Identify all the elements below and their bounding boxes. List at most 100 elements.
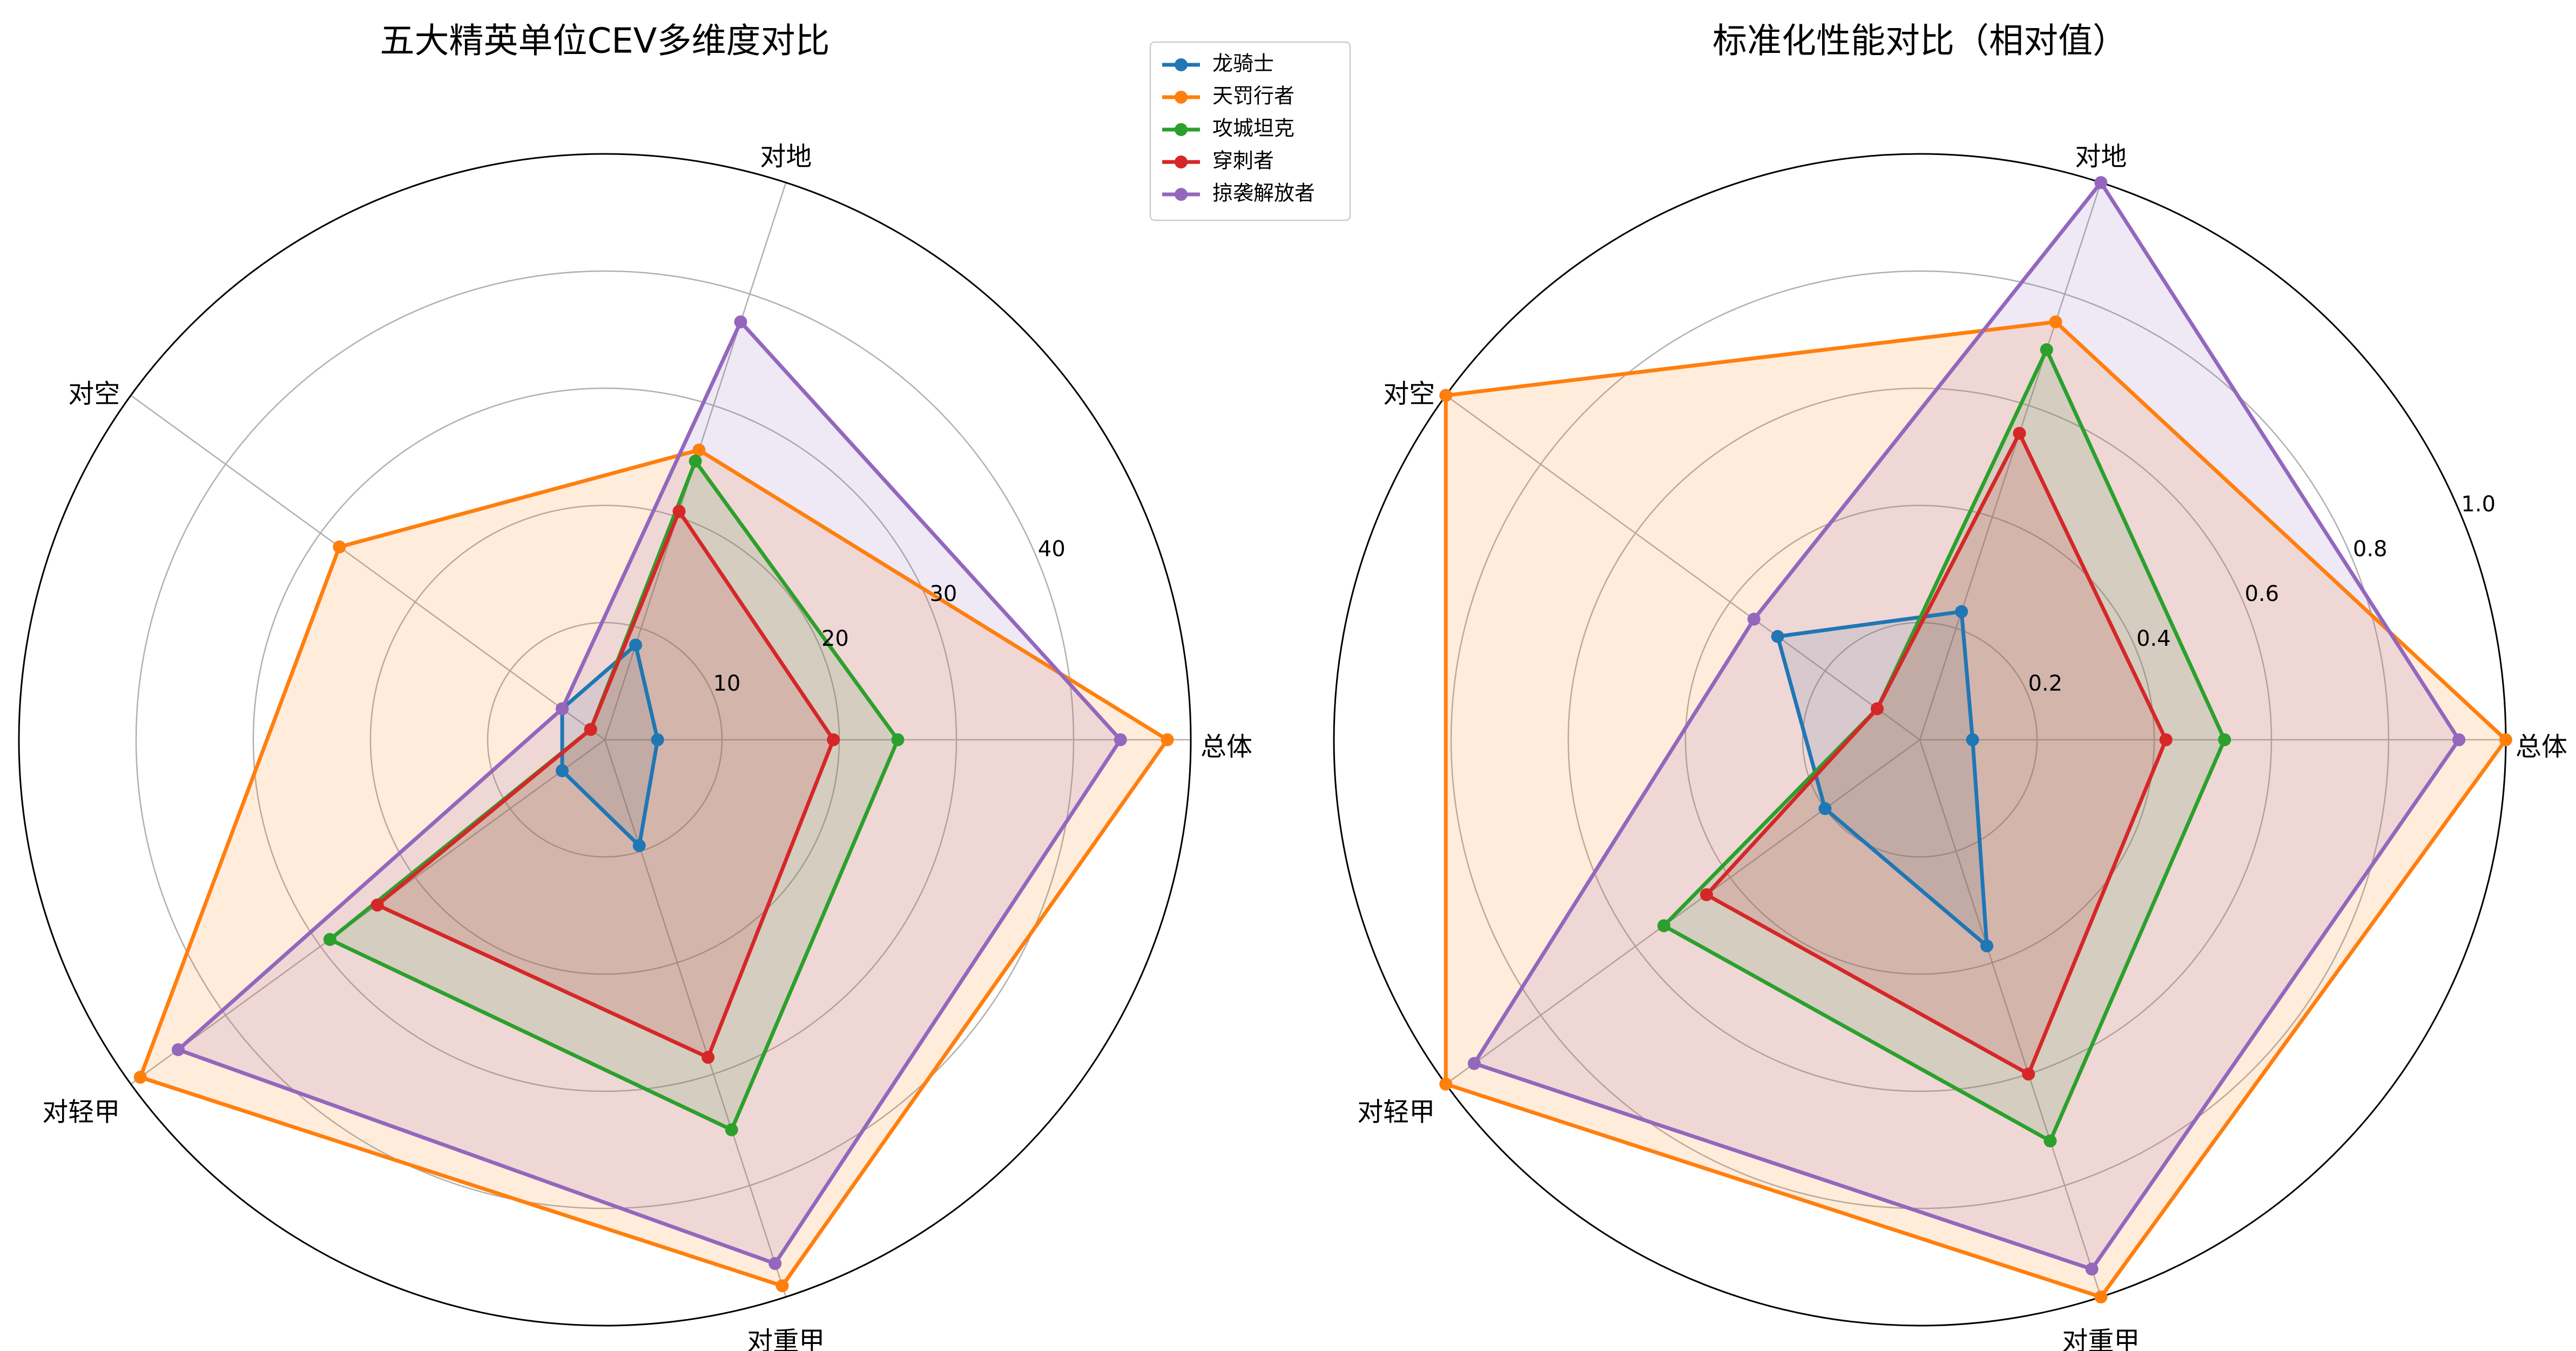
data-point (323, 933, 336, 946)
data-point (370, 899, 384, 912)
spoke-line (130, 739, 605, 1085)
data-point (891, 733, 905, 746)
legend-item: 攻城坦克 (1162, 117, 1294, 140)
legend-label: 掠袭解放者 (1212, 181, 1315, 205)
radial-tick-label: 0.2 (2028, 671, 2062, 696)
data-point (629, 638, 642, 652)
series-line (1704, 431, 2168, 1076)
series-fill (1707, 433, 2166, 1075)
data-point (1966, 733, 1979, 746)
chart-title: 五大精英单位CEV多维度对比 (380, 22, 830, 62)
category-label: 总体 (2516, 732, 2567, 762)
data-point (689, 455, 702, 468)
data-point (1980, 939, 1994, 953)
data-point (555, 764, 569, 778)
radial-tick-label: 30 (929, 582, 957, 606)
data-point (827, 733, 840, 746)
data-point (1657, 919, 1670, 933)
data-point (1771, 630, 1784, 643)
legend-marker (1175, 156, 1188, 168)
series-line (138, 448, 1170, 1288)
data-point (632, 839, 646, 853)
chart-title: 标准化性能对比（相对值） (1712, 22, 2127, 62)
radial-tick-label: 0.8 (2353, 537, 2388, 562)
data-point (333, 540, 346, 553)
radial-tick-label: 0.6 (2244, 582, 2279, 606)
legend-label: 天罚行者 (1212, 84, 1294, 108)
category-label: 对轻甲 (42, 1097, 120, 1127)
data-point (2094, 1290, 2108, 1303)
data-point (2159, 733, 2173, 746)
radial-tick-label: 40 (1038, 537, 1066, 562)
series-fill (1777, 611, 1987, 946)
category-label: 总体 (1201, 732, 1252, 762)
data-point (1161, 733, 1174, 746)
data-point (734, 315, 747, 329)
series-fill (377, 511, 834, 1058)
series-lines (1439, 176, 2512, 1303)
legend-marker (1175, 123, 1188, 136)
category-label: 对轻甲 (1357, 1097, 1435, 1127)
data-point (776, 1279, 789, 1293)
legend-item: 穿刺者 (1162, 149, 1274, 173)
category-label: 对重甲 (747, 1326, 825, 1351)
data-point (2218, 733, 2231, 746)
category-label: 对空 (1383, 379, 1435, 409)
series-line (560, 643, 660, 848)
spoke-line (604, 739, 787, 1298)
legend-item: 掠袭解放者 (1162, 181, 1315, 205)
data-point (692, 443, 706, 457)
data-point (651, 733, 664, 746)
legend-frame (1149, 41, 1351, 221)
legend-label: 穿刺者 (1212, 149, 1274, 173)
legend-marker (1175, 188, 1188, 201)
spoke-line (1919, 182, 2102, 740)
legend-marker (1175, 91, 1188, 104)
data-point (672, 504, 686, 518)
data-point (1467, 1057, 1481, 1070)
series-line (1472, 180, 2461, 1271)
data-point (1747, 612, 1761, 626)
series-line (1444, 320, 2508, 1299)
series-fill (1474, 183, 2459, 1269)
data-point (1818, 802, 1832, 815)
legend-item: 天罚行者 (1162, 84, 1294, 108)
radial-tick-label: 10 (713, 671, 740, 696)
legend-item: 龙骑士 (1162, 52, 1274, 76)
data-point (2044, 1134, 2057, 1147)
data-point (1955, 605, 1968, 618)
spoke-line (130, 395, 605, 741)
data-point (133, 1070, 147, 1084)
category-label: 对地 (2075, 141, 2127, 172)
data-point (171, 1043, 185, 1056)
series-fill (140, 450, 1168, 1286)
radial-tick-label: 20 (821, 626, 849, 651)
radial-tick-label: 1.0 (2461, 492, 2496, 517)
data-point (2049, 315, 2062, 329)
data-point (2094, 176, 2108, 190)
series-line (1776, 610, 1989, 948)
data-point (2452, 733, 2466, 746)
data-point (584, 722, 597, 736)
data-point (1439, 1077, 1453, 1091)
series-line (176, 320, 1123, 1266)
data-point (2499, 733, 2512, 746)
data-point (1439, 389, 1453, 402)
data-point (555, 702, 569, 715)
series-fill (329, 461, 898, 1130)
spoke-line (1445, 395, 1920, 741)
data-point (2040, 343, 2053, 356)
category-label: 对地 (760, 141, 812, 172)
outer-frame (18, 153, 1192, 1327)
spoke-line (1445, 739, 1920, 1085)
data-point (2022, 1068, 2035, 1081)
series-fill (1664, 349, 2225, 1141)
data-point (2013, 427, 2026, 440)
data-point (2085, 1262, 2099, 1276)
data-point (1870, 702, 1884, 715)
spoke-line (1919, 739, 2102, 1298)
series-line (375, 509, 835, 1059)
